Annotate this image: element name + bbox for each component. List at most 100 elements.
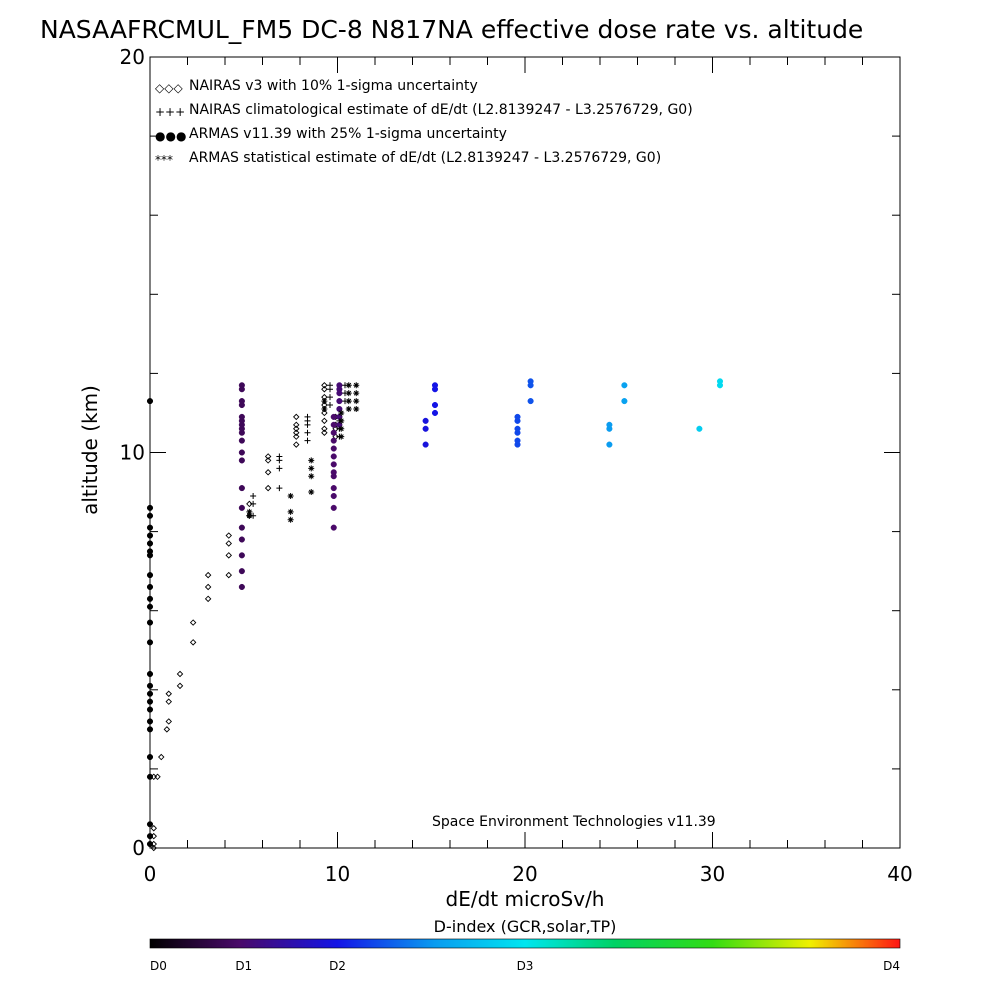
armas-point [146, 398, 154, 405]
armas-statistical-point [287, 516, 294, 523]
armas-point [146, 619, 154, 626]
nairas-v3-point [165, 690, 172, 697]
armas-point [146, 512, 154, 519]
nairas-climatological-point [250, 500, 257, 507]
armas-point [146, 821, 154, 828]
armas-statistical-point [353, 390, 360, 397]
armas-statistical-point [345, 398, 352, 405]
armas-point [606, 421, 613, 428]
nairas-v3-point [321, 382, 328, 389]
nairas-v3-point [176, 682, 184, 690]
nairas-v3-point [204, 583, 212, 591]
plot-frame [149, 56, 901, 849]
armas-statistical-point [308, 465, 315, 472]
armas-point [146, 718, 154, 725]
axes: 0 10 20 30 40 0 10 20 [120, 45, 913, 886]
armas-point [431, 401, 439, 409]
colorbar-label: D1 [235, 959, 252, 973]
armas-point [527, 378, 534, 385]
legend-text: ARMAS statistical estimate of dE/dt (L2.… [189, 150, 661, 166]
armas-statistical-point [338, 425, 345, 432]
armas-point [238, 504, 245, 511]
nairas-v3-point [163, 726, 171, 733]
armas-point [146, 706, 154, 713]
nairas-v3-point [321, 409, 328, 417]
armas-point [238, 449, 245, 456]
legend-symbol: +++ [155, 105, 185, 119]
legend-symbol: ◇◇◇ [155, 81, 183, 95]
armas-point [527, 398, 534, 405]
armas-point [514, 437, 521, 444]
nairas-v3-point [293, 421, 300, 429]
nairas-climatological-point [327, 382, 333, 389]
colorbar-label: D4 [883, 959, 900, 973]
nairas-climatological-point [276, 465, 283, 472]
armas-statistical-point [338, 417, 345, 424]
armas-point [146, 603, 154, 610]
legend-symbol: *** [155, 153, 173, 167]
x-tick-label: 10 [325, 862, 350, 886]
nairas-v3-point [293, 441, 300, 448]
legend-symbol: ●●● [155, 129, 186, 143]
armas-point [330, 492, 337, 500]
armas-point [330, 453, 337, 460]
armas-point [146, 726, 154, 733]
armas-point [146, 572, 154, 579]
armas-statistical-point [287, 493, 294, 500]
armas-statistical-point [246, 512, 253, 519]
colorbar-label: D0 [150, 959, 167, 973]
nairas-v3-point [264, 469, 272, 476]
nairas-v3-point [264, 457, 272, 464]
armas-point [146, 639, 154, 646]
x-tick-label: 0 [144, 862, 157, 886]
armas-point [146, 753, 154, 761]
armas-point [146, 698, 154, 705]
armas-point [238, 552, 245, 559]
armas-point [330, 485, 337, 492]
armas-statistical-point [353, 405, 360, 412]
armas-statistical-point [321, 398, 328, 405]
nairas-climatological-point [276, 485, 283, 492]
armas-point [146, 833, 154, 840]
x-tick-label: 40 [887, 862, 912, 886]
nairas-v3-point [293, 425, 300, 433]
armas-point [422, 441, 429, 448]
armas-point [146, 532, 154, 539]
armas-point [330, 437, 337, 444]
nairas-v3-point [225, 552, 232, 559]
nairas-v3-point [189, 619, 197, 626]
nairas-v3-point [158, 753, 165, 761]
nairas-v3-point [264, 453, 272, 460]
armas-point [336, 382, 343, 389]
armas-point [422, 425, 429, 432]
armas-point [146, 548, 154, 555]
armas-point [146, 524, 154, 531]
y-axis-label: altitude (km) [78, 385, 102, 515]
nairas-climatological-point [250, 493, 257, 500]
armas-point [238, 536, 245, 543]
armas-statistical-point [287, 508, 294, 515]
data-points [146, 378, 724, 852]
nairas-v3-point [321, 417, 328, 425]
nairas-v3-point [246, 500, 253, 508]
armas-point [238, 382, 245, 389]
x-axis-label: dE/dt microSv/h [446, 887, 605, 911]
colorbar-label: D3 [517, 959, 534, 973]
armas-point [330, 413, 337, 420]
nairas-v3-point [154, 773, 161, 781]
nairas-v3-point [321, 429, 328, 436]
armas-statistical-point [308, 489, 315, 496]
nairas-v3-point [321, 385, 328, 393]
armas-point [716, 378, 724, 385]
armas-point [146, 773, 154, 780]
armas-point [330, 461, 337, 468]
armas-point [431, 382, 439, 389]
legend: ◇◇◇ NAIRAS v3 with 10% 1-sigma uncertaint… [155, 78, 693, 167]
armas-point [330, 445, 337, 452]
armas-statistical-point [338, 433, 345, 440]
armas-point [146, 504, 154, 511]
armas-point [146, 682, 154, 689]
armas-point [238, 437, 245, 444]
armas-point [330, 421, 337, 428]
nairas-v3-point [321, 425, 328, 433]
